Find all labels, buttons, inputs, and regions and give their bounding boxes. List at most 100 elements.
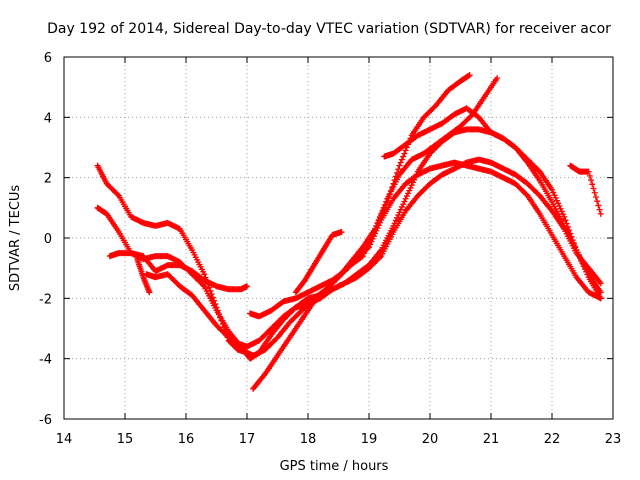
data-point	[592, 193, 599, 200]
data-point	[402, 195, 409, 202]
data-point	[392, 217, 399, 224]
data-point	[400, 201, 407, 208]
data-point	[358, 254, 365, 261]
y-tick-label: 0	[44, 232, 52, 247]
data-point	[578, 257, 585, 264]
data-point	[597, 295, 604, 302]
data-point	[398, 156, 405, 163]
data-point	[406, 187, 413, 194]
series-track-h	[292, 228, 345, 296]
data-point	[364, 242, 371, 249]
data-point	[466, 72, 473, 79]
data-point	[523, 191, 530, 198]
data-point	[549, 186, 555, 193]
data-point	[395, 166, 402, 173]
data-point	[579, 260, 586, 267]
y-tick-label: 4	[44, 111, 52, 126]
data-point	[398, 203, 405, 210]
x-tick-labels: 14 15 16 17 18 19 20 21 22 23	[56, 432, 622, 447]
data-point	[585, 168, 592, 175]
data-point	[596, 206, 603, 213]
y-tick-label: -4	[39, 353, 52, 368]
data-point	[588, 177, 595, 184]
x-tick-label: 19	[361, 432, 378, 447]
data-point	[369, 231, 376, 238]
series-track-i	[381, 105, 604, 302]
data-point	[403, 193, 410, 200]
data-point	[396, 162, 403, 169]
chart-title: Day 192 of 2014, Sidereal Day-to-day VTE…	[47, 21, 611, 37]
data-point	[535, 167, 542, 174]
x-tick-label: 18	[300, 432, 317, 447]
data-point	[363, 244, 370, 251]
data-point	[374, 219, 381, 226]
x-tick-label: 23	[605, 432, 622, 447]
data-point	[584, 271, 591, 278]
grid-lines	[64, 57, 613, 419]
data-point	[597, 280, 604, 287]
x-tick-label: 21	[483, 432, 500, 447]
data-point	[567, 230, 574, 237]
data-point	[359, 253, 366, 260]
data-point	[376, 254, 383, 261]
data-point	[146, 289, 153, 296]
x-tick-label: 15	[117, 432, 134, 447]
y-tick-label: -6	[39, 413, 52, 428]
data-point	[575, 252, 582, 259]
data-point	[551, 192, 558, 199]
data-point	[378, 210, 385, 217]
data-point	[408, 182, 415, 189]
data-point	[401, 198, 408, 205]
data-point	[590, 185, 597, 192]
data-point	[361, 250, 368, 257]
series-track-f	[247, 159, 604, 320]
data-point	[556, 203, 563, 210]
data-point	[570, 240, 577, 247]
y-tick-label: 2	[44, 172, 52, 187]
data-point	[559, 211, 566, 218]
data-point	[563, 220, 570, 227]
data-point	[550, 189, 557, 196]
data-point	[583, 268, 590, 275]
data-point	[572, 243, 579, 250]
axis-ticks	[63, 56, 614, 420]
x-axis-label: GPS time / hours	[280, 459, 389, 474]
data-point	[564, 223, 571, 230]
data-point	[553, 197, 560, 204]
data-point	[552, 194, 559, 201]
data-point	[597, 210, 604, 217]
data-point	[595, 202, 602, 209]
data-point	[375, 216, 382, 223]
data-point	[557, 205, 564, 212]
data-point	[200, 282, 207, 289]
data-point	[379, 207, 386, 214]
plot-frame	[63, 56, 614, 420]
data-point	[244, 283, 250, 290]
series-track-d	[134, 256, 153, 296]
x-tick-label: 16	[178, 432, 195, 447]
data-point	[586, 172, 593, 179]
data-point	[558, 208, 565, 215]
data-point	[338, 228, 345, 235]
data-point	[362, 247, 369, 254]
y-tick-label: 6	[44, 51, 52, 66]
data-point	[566, 227, 573, 234]
data-point	[577, 255, 584, 262]
x-tick-label: 17	[239, 432, 256, 447]
y-tick-labels: 6 4 2 0 -2 -4 -6	[39, 51, 52, 428]
data-point	[114, 191, 121, 198]
data-point	[591, 189, 598, 196]
data-point	[201, 271, 208, 278]
data-point	[380, 204, 387, 211]
data-point	[402, 147, 409, 154]
data-point	[573, 247, 580, 254]
data-point	[589, 181, 596, 188]
data-point	[381, 201, 388, 208]
data-point	[494, 75, 501, 82]
data-point	[370, 228, 377, 235]
data-point	[574, 249, 581, 256]
data-point	[580, 263, 587, 270]
data-point	[366, 239, 372, 246]
data-point	[373, 222, 380, 229]
